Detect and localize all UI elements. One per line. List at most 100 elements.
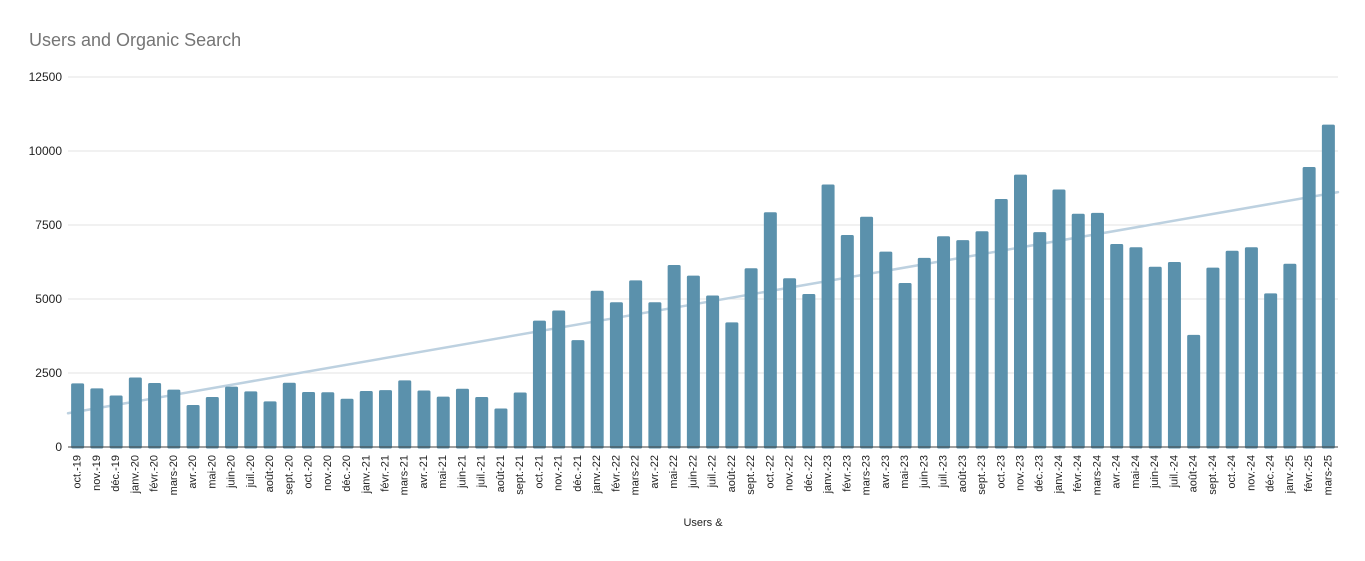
bar-mai-21[interactable] [436,396,450,449]
x-tick-label-nov.-24: nov.-24 [1245,455,1257,491]
bar-janv.-23[interactable] [821,184,835,449]
bar-juil.-22[interactable] [706,295,720,449]
bar-mars-20[interactable] [167,389,181,449]
x-tick-label-déc.-20: déc.-20 [341,455,353,492]
bar-nov.-19[interactable] [90,388,104,449]
bar-oct.-21[interactable] [532,320,546,449]
bar-juin-24[interactable] [1148,266,1162,449]
bar-oct.-19[interactable] [71,383,85,449]
trendline [66,190,1340,415]
x-tick-label-sept.-23: sept.-23 [976,455,988,495]
bar-juil.-20[interactable] [244,391,258,449]
x-tick-label-mai-22: mai-22 [668,455,680,489]
bar-févr.-21[interactable] [379,390,392,449]
bar-sept.-24[interactable] [1206,267,1220,449]
x-tick-label-mai-23: mai-23 [899,455,911,489]
bar-mars-21[interactable] [398,380,412,449]
bar-août-20[interactable] [263,401,277,449]
bar-janv.-22[interactable] [590,290,604,449]
bar-mars-24[interactable] [1090,212,1104,449]
x-tick-label-oct.-21: oct.-21 [533,455,545,489]
x-tick-label-août-22: août-22 [726,455,738,492]
bar-avr.-23[interactable] [879,251,893,449]
bar-oct.-24[interactable] [1225,250,1239,449]
x-tick-label-oct.-23: oct.-23 [995,455,1007,489]
y-tick-label-7500: 7500 [35,218,62,232]
bar-déc.-24[interactable] [1264,293,1278,449]
bar-oct.-20[interactable] [302,391,316,449]
bar-déc.-22[interactable] [802,293,816,449]
bar-janv.-21[interactable] [359,391,373,449]
x-tick-label-févr.-21: févr.-21 [380,455,392,492]
x-tick-label-sept.-22: sept.-22 [745,455,757,495]
bar-sept.-22[interactable] [744,268,758,449]
bar-mai-22[interactable] [667,264,681,449]
bar-nov.-21[interactable] [552,310,566,449]
bar-mars-25[interactable] [1321,124,1335,449]
bar-nov.-23[interactable] [1014,174,1027,449]
bar-août-24[interactable] [1187,334,1201,449]
y-tick-label-2500: 2500 [35,366,62,380]
bar-févr.-25[interactable] [1302,166,1316,449]
bar-févr.-24[interactable] [1071,213,1085,449]
x-tick-label-déc.-23: déc.-23 [1034,455,1046,492]
bar-avr.-24[interactable] [1110,243,1124,449]
bar-oct.-23[interactable] [994,198,1008,449]
x-tick-label-févr.-25: févr.-25 [1303,455,1315,492]
bar-déc.-23[interactable] [1033,232,1047,449]
y-tick-label-5000: 5000 [35,292,62,306]
bar-déc.-20[interactable] [340,398,354,449]
x-tick-label-mars-20: mars-20 [168,455,180,495]
x-tick-label-mars-23: mars-23 [861,455,873,495]
bar-janv.-24[interactable] [1052,189,1066,449]
x-tick-label-juin-20: juin-20 [226,455,238,489]
x-tick-label-mars-21: mars-21 [399,455,411,495]
bar-sept.-21[interactable] [513,392,527,449]
bar-janv.-25[interactable] [1283,263,1297,449]
bar-févr.-20[interactable] [148,383,162,449]
bar-avr.-20[interactable] [186,404,200,449]
bar-août-22[interactable] [725,322,739,449]
bar-déc.-19[interactable] [109,395,123,449]
bar-mars-23[interactable] [860,216,874,449]
bar-nov.-22[interactable] [783,278,797,449]
bar-févr.-22[interactable] [609,302,623,449]
x-tick-label-oct.-20: oct.-20 [303,455,315,489]
bar-juin-20[interactable] [225,386,239,449]
bar-avr.-22[interactable] [648,302,662,449]
bar-avr.-21[interactable] [417,390,431,449]
bar-août-23[interactable] [956,240,970,449]
bar-sept.-23[interactable] [975,231,989,449]
x-tick-label-févr.-22: févr.-22 [610,455,622,492]
bar-juin-21[interactable] [455,388,469,449]
x-tick-label-janv.-22: janv.-22 [591,455,603,494]
bar-janv.-20[interactable] [128,377,142,449]
chart-title: Users and Organic Search [29,30,242,50]
bar-juil.-24[interactable] [1167,262,1181,449]
x-tick-label-mars-24: mars-24 [1091,455,1103,495]
x-tick-label-nov.-19: nov.-19 [91,455,103,491]
bar-juil.-21[interactable] [475,396,489,449]
x-tick-label-sept.-21: sept.-21 [514,455,526,495]
x-tick-label-mai-24: mai-24 [1130,455,1142,489]
bar-mai-24[interactable] [1129,247,1143,449]
bar-oct.-22[interactable] [763,212,777,449]
bar-sept.-20[interactable] [282,382,296,449]
x-tick-label-févr.-24: févr.-24 [1072,455,1084,492]
bar-mars-22[interactable] [629,280,643,449]
bar-juin-22[interactable] [686,275,700,449]
bar-nov.-20[interactable] [321,392,335,449]
bar-juin-23[interactable] [917,257,931,449]
bar-févr.-23[interactable] [840,235,854,449]
bar-déc.-21[interactable] [571,340,585,449]
x-tick-label-juil.-23: juil.-23 [938,455,950,488]
bar-août-21[interactable] [494,408,508,449]
x-tick-label-janv.-20: janv.-20 [129,455,141,494]
bar-mai-20[interactable] [205,396,219,449]
x-tick-label-janv.-24: janv.-24 [1053,455,1065,494]
bar-juil.-23[interactable] [937,236,951,449]
bar-mai-23[interactable] [898,283,912,449]
bar-nov.-24[interactable] [1244,247,1258,449]
x-tick-label-août-23: août-23 [957,455,969,492]
x-tick-label-déc.-19: déc.-19 [110,455,122,492]
